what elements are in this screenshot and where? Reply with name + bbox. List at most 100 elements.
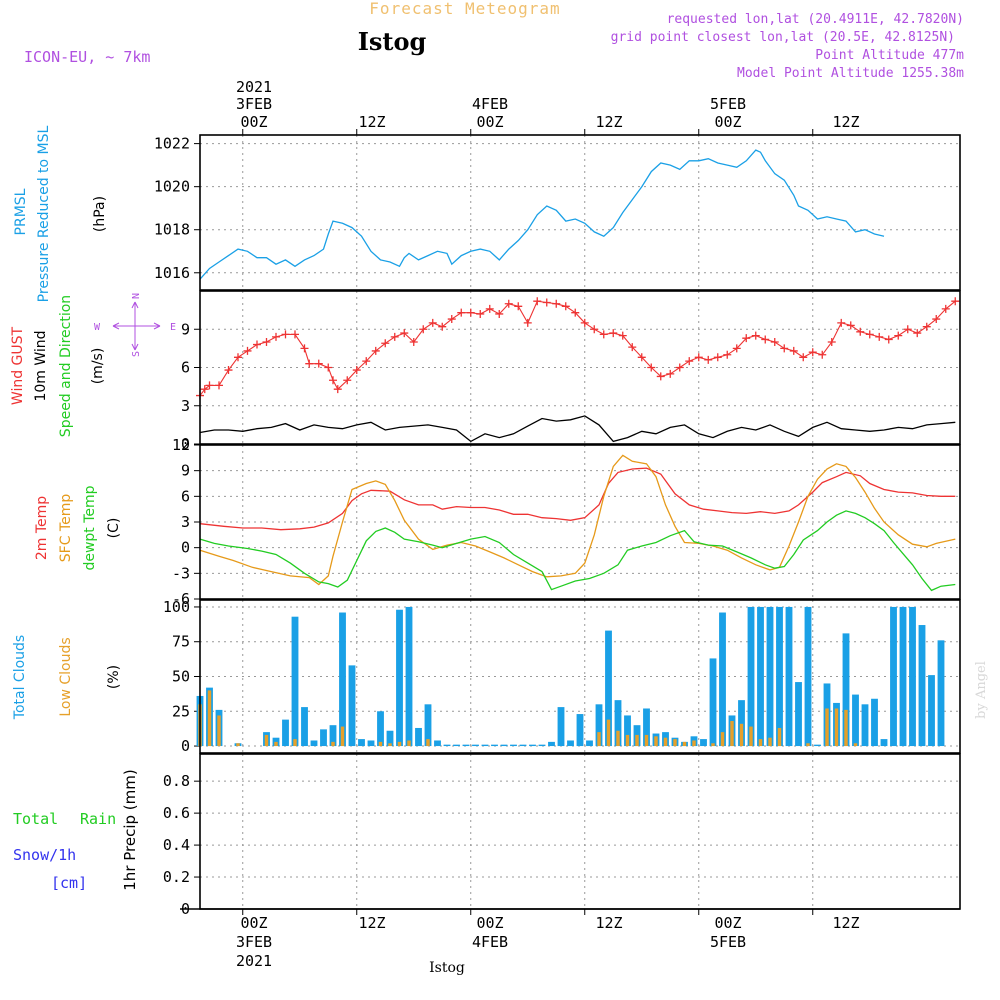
low-cloud-bar-37 xyxy=(853,743,858,747)
low-cloud-bar-36 xyxy=(844,709,848,747)
temp-unit: (C) xyxy=(106,518,122,539)
gust-marker-29 xyxy=(447,315,456,324)
low-cloud-bar-13 xyxy=(426,739,430,747)
gust-marker-62 xyxy=(761,335,770,344)
low-cloud-bar-6 xyxy=(293,739,297,747)
low-cloud-bar-4 xyxy=(264,734,269,747)
low-cloud-bar-28 xyxy=(739,723,744,747)
bottom-tick-0: 00Z xyxy=(240,914,267,932)
pressure-unit: (hPa) xyxy=(92,196,108,232)
bottom-date-3feb: 3FEB xyxy=(236,933,272,951)
total-cloud-bar-77 xyxy=(928,675,935,747)
gust-marker-27 xyxy=(428,318,437,327)
gust-marker-38 xyxy=(533,297,542,306)
gust-marker-35 xyxy=(504,299,513,308)
gust-marker-60 xyxy=(742,334,751,343)
total-cloud-bar-75 xyxy=(909,606,916,747)
precip-ytick-label-1: 0.2 xyxy=(163,868,190,886)
gust-marker-46 xyxy=(609,329,618,338)
total-cloud-bar-35 xyxy=(529,744,536,747)
total-cloud-bar-76 xyxy=(918,625,926,747)
temp-panel: -6 -3 0 3 6 9 12 xyxy=(172,436,960,608)
total-cloud-bar-72 xyxy=(880,739,888,747)
panel-frame-3 xyxy=(199,599,961,754)
total-cloud-bar-64 xyxy=(804,606,812,747)
gust-marker-13 xyxy=(305,359,314,368)
gust-marker-6 xyxy=(243,346,252,355)
compass-s: S xyxy=(131,351,142,357)
precip-plot-area xyxy=(200,754,960,909)
bottom-tick-1: 12Z xyxy=(358,914,385,932)
top-date-5feb: 5FEB xyxy=(710,95,746,113)
precip-total-label: Total xyxy=(13,810,58,828)
low-cloud-bar-7 xyxy=(331,741,335,747)
gust-marker-75 xyxy=(884,335,893,344)
wind-ytick-label-2: 6 xyxy=(181,359,190,377)
model-altitude: Model Point Altitude 1255.38m xyxy=(737,66,964,81)
bottom-year: 2021 xyxy=(236,952,272,970)
low-cloud-bar-3 xyxy=(236,743,240,747)
total-cloud-bar-38 xyxy=(557,707,565,747)
total-cloud-bar-43 xyxy=(605,630,612,747)
wind-gust-label: Wind GUST xyxy=(10,326,26,405)
total-cloud-bar-47 xyxy=(643,708,650,747)
panel-frame-1 xyxy=(199,290,961,445)
gust-marker-1 xyxy=(200,385,209,394)
temp-2m-line xyxy=(199,467,956,531)
footer-location: Istog xyxy=(429,960,465,976)
gust-marker-66 xyxy=(799,353,808,362)
total-cloud-bar-63 xyxy=(795,682,802,747)
top-tick-2: 00Z xyxy=(476,113,503,131)
low-cloud-bar-8 xyxy=(340,726,345,747)
low-cloud-bar-10 xyxy=(388,743,392,747)
bottom-date-4feb: 4FEB xyxy=(472,933,508,951)
bottom-tick-2: 00Z xyxy=(476,914,503,932)
pressure-ytick-label-1: 1018 xyxy=(154,221,190,239)
low-cloud-bar-19 xyxy=(644,734,649,747)
gust-marker-25 xyxy=(409,338,418,346)
gust-marker-10 xyxy=(281,330,290,339)
gust-marker-74 xyxy=(875,332,884,341)
pressure-ytick-label-3: 1022 xyxy=(154,135,190,153)
total-cloud-bar-26 xyxy=(443,744,451,747)
top-tick-4: 00Z xyxy=(714,113,741,131)
gust-marker-19 xyxy=(352,366,361,375)
temp-ytick-label-2: 0 xyxy=(181,539,190,557)
gust-marker-50 xyxy=(647,363,656,372)
low-cloud-bar-14 xyxy=(597,732,601,747)
gust-marker-58 xyxy=(723,350,732,359)
gust-marker-11 xyxy=(291,330,299,339)
low-cloud-bar-24 xyxy=(692,740,696,747)
total-cloud-bar-20 xyxy=(386,730,394,747)
total-cloud-bar-24 xyxy=(424,704,432,747)
gust-marker-28 xyxy=(438,322,447,331)
precip-rain-label: Rain xyxy=(80,810,116,828)
temp-ytick-label-3: 3 xyxy=(181,513,190,531)
gust-marker-65 xyxy=(789,346,798,355)
pressure-panel: 1016 1018 1020 1022 xyxy=(154,135,960,290)
total-cloud-bar-18 xyxy=(367,740,375,747)
pressure-label-1: PRMSL xyxy=(13,188,29,235)
low-cloud-bar-29 xyxy=(749,726,753,747)
temp-dewpt-label: dewpt Temp xyxy=(82,485,98,570)
gust-marker-22 xyxy=(381,339,390,348)
grid-point-coords: grid point closest lon,lat (20.5E, 42.81… xyxy=(611,30,955,45)
gust-marker-30 xyxy=(457,308,466,317)
dewpt-temp-line xyxy=(199,510,956,592)
gust-marker-5 xyxy=(234,353,242,362)
low-cloud-bar-23 xyxy=(682,741,687,747)
gust-marker-21 xyxy=(371,346,380,355)
total-cloud-bar-45 xyxy=(624,715,631,747)
temp-2m-label: 2m Temp xyxy=(34,496,50,560)
wind-ytick-label-1: 3 xyxy=(181,397,190,415)
pressure-label-2: Pressure Reduced to MSL xyxy=(36,125,52,302)
clouds-ytick-label-3: 75 xyxy=(172,633,190,651)
precip-cm-label: [cm] xyxy=(51,874,87,892)
total-cloud-bar-19 xyxy=(377,711,384,747)
pressure-labels: PRMSL Pressure Reduced to MSL (hPa) xyxy=(13,125,108,302)
low-cloud-bar-2 xyxy=(217,715,221,747)
gust-marker-48 xyxy=(628,343,637,352)
wind-panel: 0 3 6 9 xyxy=(181,291,960,453)
gust-marker-36 xyxy=(514,302,523,311)
temp-labels: 2m Temp SFC Temp dewpt Temp (C) xyxy=(34,485,122,570)
